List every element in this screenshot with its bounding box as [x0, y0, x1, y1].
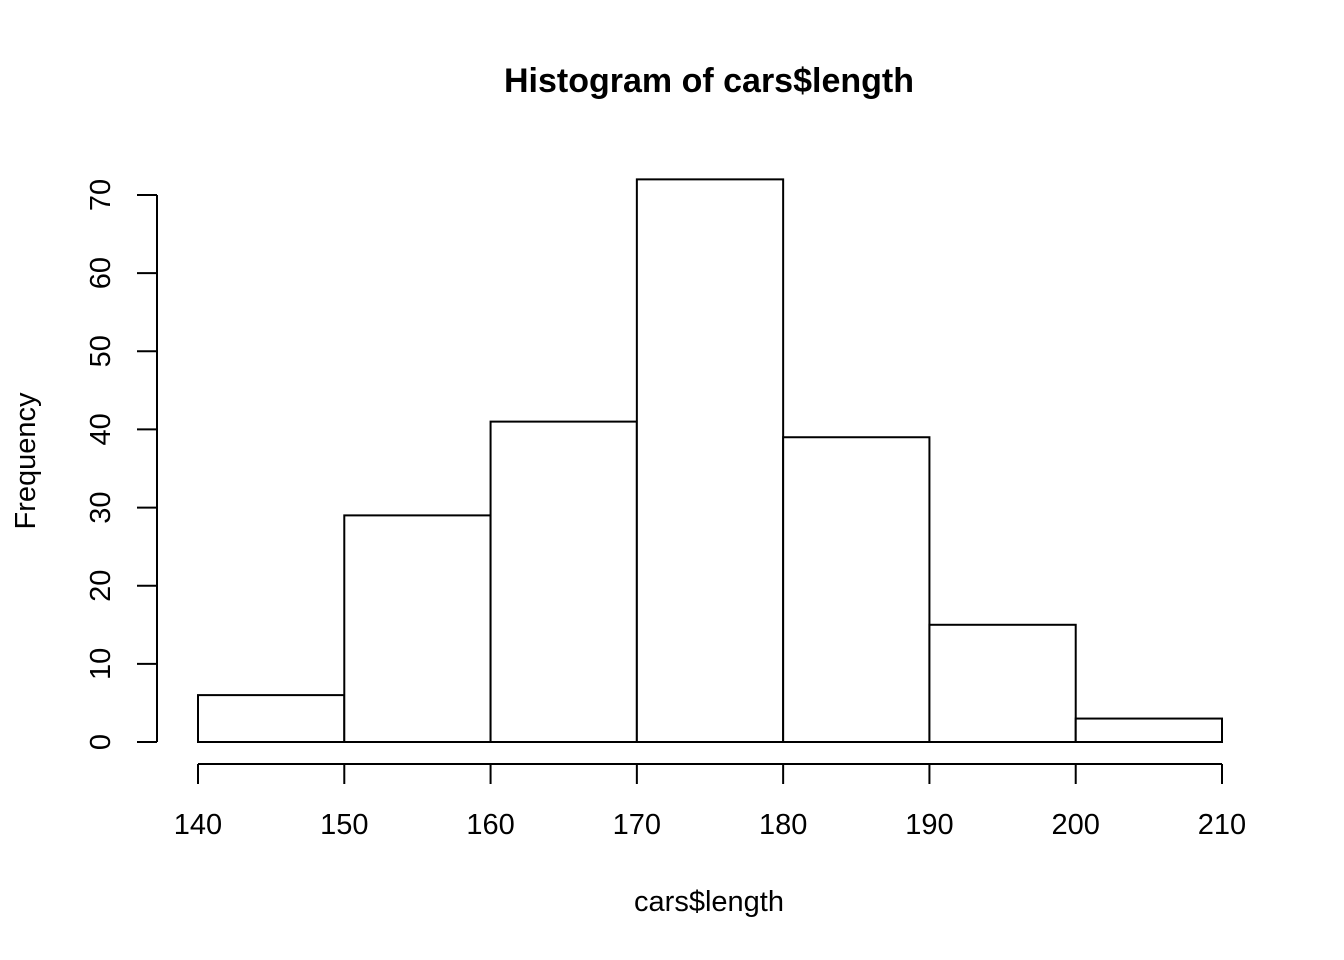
- histogram-bar-2: [489, 420, 638, 743]
- chart-title: Histogram of cars$length: [504, 62, 914, 100]
- x-tick-label-1: 150: [320, 809, 368, 841]
- x-axis-label: cars$length: [634, 886, 784, 918]
- x-tick-label-2: 160: [466, 809, 514, 841]
- histogram-bar-4: [782, 436, 931, 743]
- x-tick-label-3: 170: [613, 809, 661, 841]
- y-tick-label-6: 60: [85, 257, 117, 289]
- y-axis: 0 10 20 30 40 50 60 70: [85, 179, 158, 750]
- histogram-bar-3: [635, 178, 785, 744]
- histogram-bar-1: [343, 514, 492, 744]
- y-tick-label-3: 30: [85, 491, 117, 523]
- histogram-bar-0: [197, 694, 346, 743]
- x-tick-label-6: 200: [1052, 809, 1100, 841]
- x-tick-label-0: 140: [174, 809, 222, 841]
- y-tick-label-2: 20: [85, 570, 117, 602]
- histogram-bar-5: [928, 623, 1077, 743]
- y-tick-label-1: 10: [85, 648, 117, 680]
- bars-group: [197, 178, 1223, 744]
- x-tick-label-7: 210: [1198, 809, 1246, 841]
- y-tick-label-5: 50: [85, 335, 117, 367]
- x-tick-label-5: 190: [905, 809, 953, 841]
- y-axis-label: Frequency: [10, 392, 42, 530]
- y-tick-label-4: 40: [85, 413, 117, 445]
- histogram-bar-6: [1074, 717, 1223, 743]
- y-tick-label-0: 0: [85, 734, 117, 750]
- y-tick-label-7: 70: [85, 179, 117, 211]
- x-tick-label-4: 180: [759, 809, 807, 841]
- x-axis: 140 150 160 170 180 190 200 210: [174, 763, 1246, 841]
